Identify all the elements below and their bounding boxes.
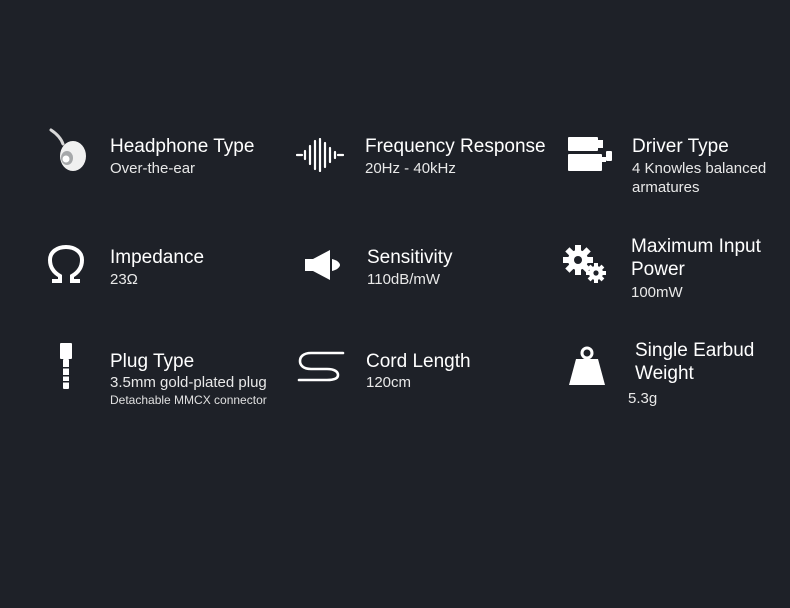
- spec-value: 5.3g: [628, 390, 658, 407]
- gears-icon: [562, 243, 608, 285]
- earbud-icon: [47, 128, 89, 176]
- spec-title: Plug Type: [110, 351, 195, 372]
- spec-value: 3.5mm gold-plated plug: [110, 374, 267, 391]
- spec-title: Sensitivity: [367, 247, 453, 268]
- spec-value-line-2: armatures: [632, 179, 700, 196]
- weight-icon: [567, 345, 607, 387]
- spec-value: 23Ω: [110, 271, 138, 288]
- plug-icon: [58, 343, 74, 391]
- spec-title: Headphone Type: [110, 136, 255, 157]
- spec-note: Detachable MMCX connector: [110, 393, 267, 407]
- spec-value: 120cm: [366, 374, 412, 391]
- spec-value: 100mW: [631, 284, 683, 301]
- spec-title: Frequency Response: [365, 136, 546, 157]
- spec-title-line-1: Single Earbud: [635, 340, 755, 361]
- spec-title: Driver Type: [632, 136, 729, 157]
- omega-icon: [46, 245, 86, 283]
- spec-title: Cord Length: [366, 351, 471, 372]
- spec-value: 110dB/mW: [367, 271, 441, 288]
- spec-title-line-1: Maximum Input: [631, 236, 761, 257]
- driver-icon: [568, 137, 614, 173]
- spec-title-line-2: Power: [631, 259, 685, 280]
- waveform-icon: [296, 138, 344, 172]
- cord-icon: [297, 350, 345, 382]
- spec-value-line-1: 4 Knowles balanced: [632, 160, 767, 177]
- spec-title-line-2: Weight: [635, 363, 694, 384]
- spec-title: Impedance: [110, 247, 205, 268]
- speaker-icon: [304, 249, 342, 281]
- spec-value: 20Hz - 40kHz: [365, 160, 456, 177]
- spec-value: Over-the-ear: [110, 160, 196, 177]
